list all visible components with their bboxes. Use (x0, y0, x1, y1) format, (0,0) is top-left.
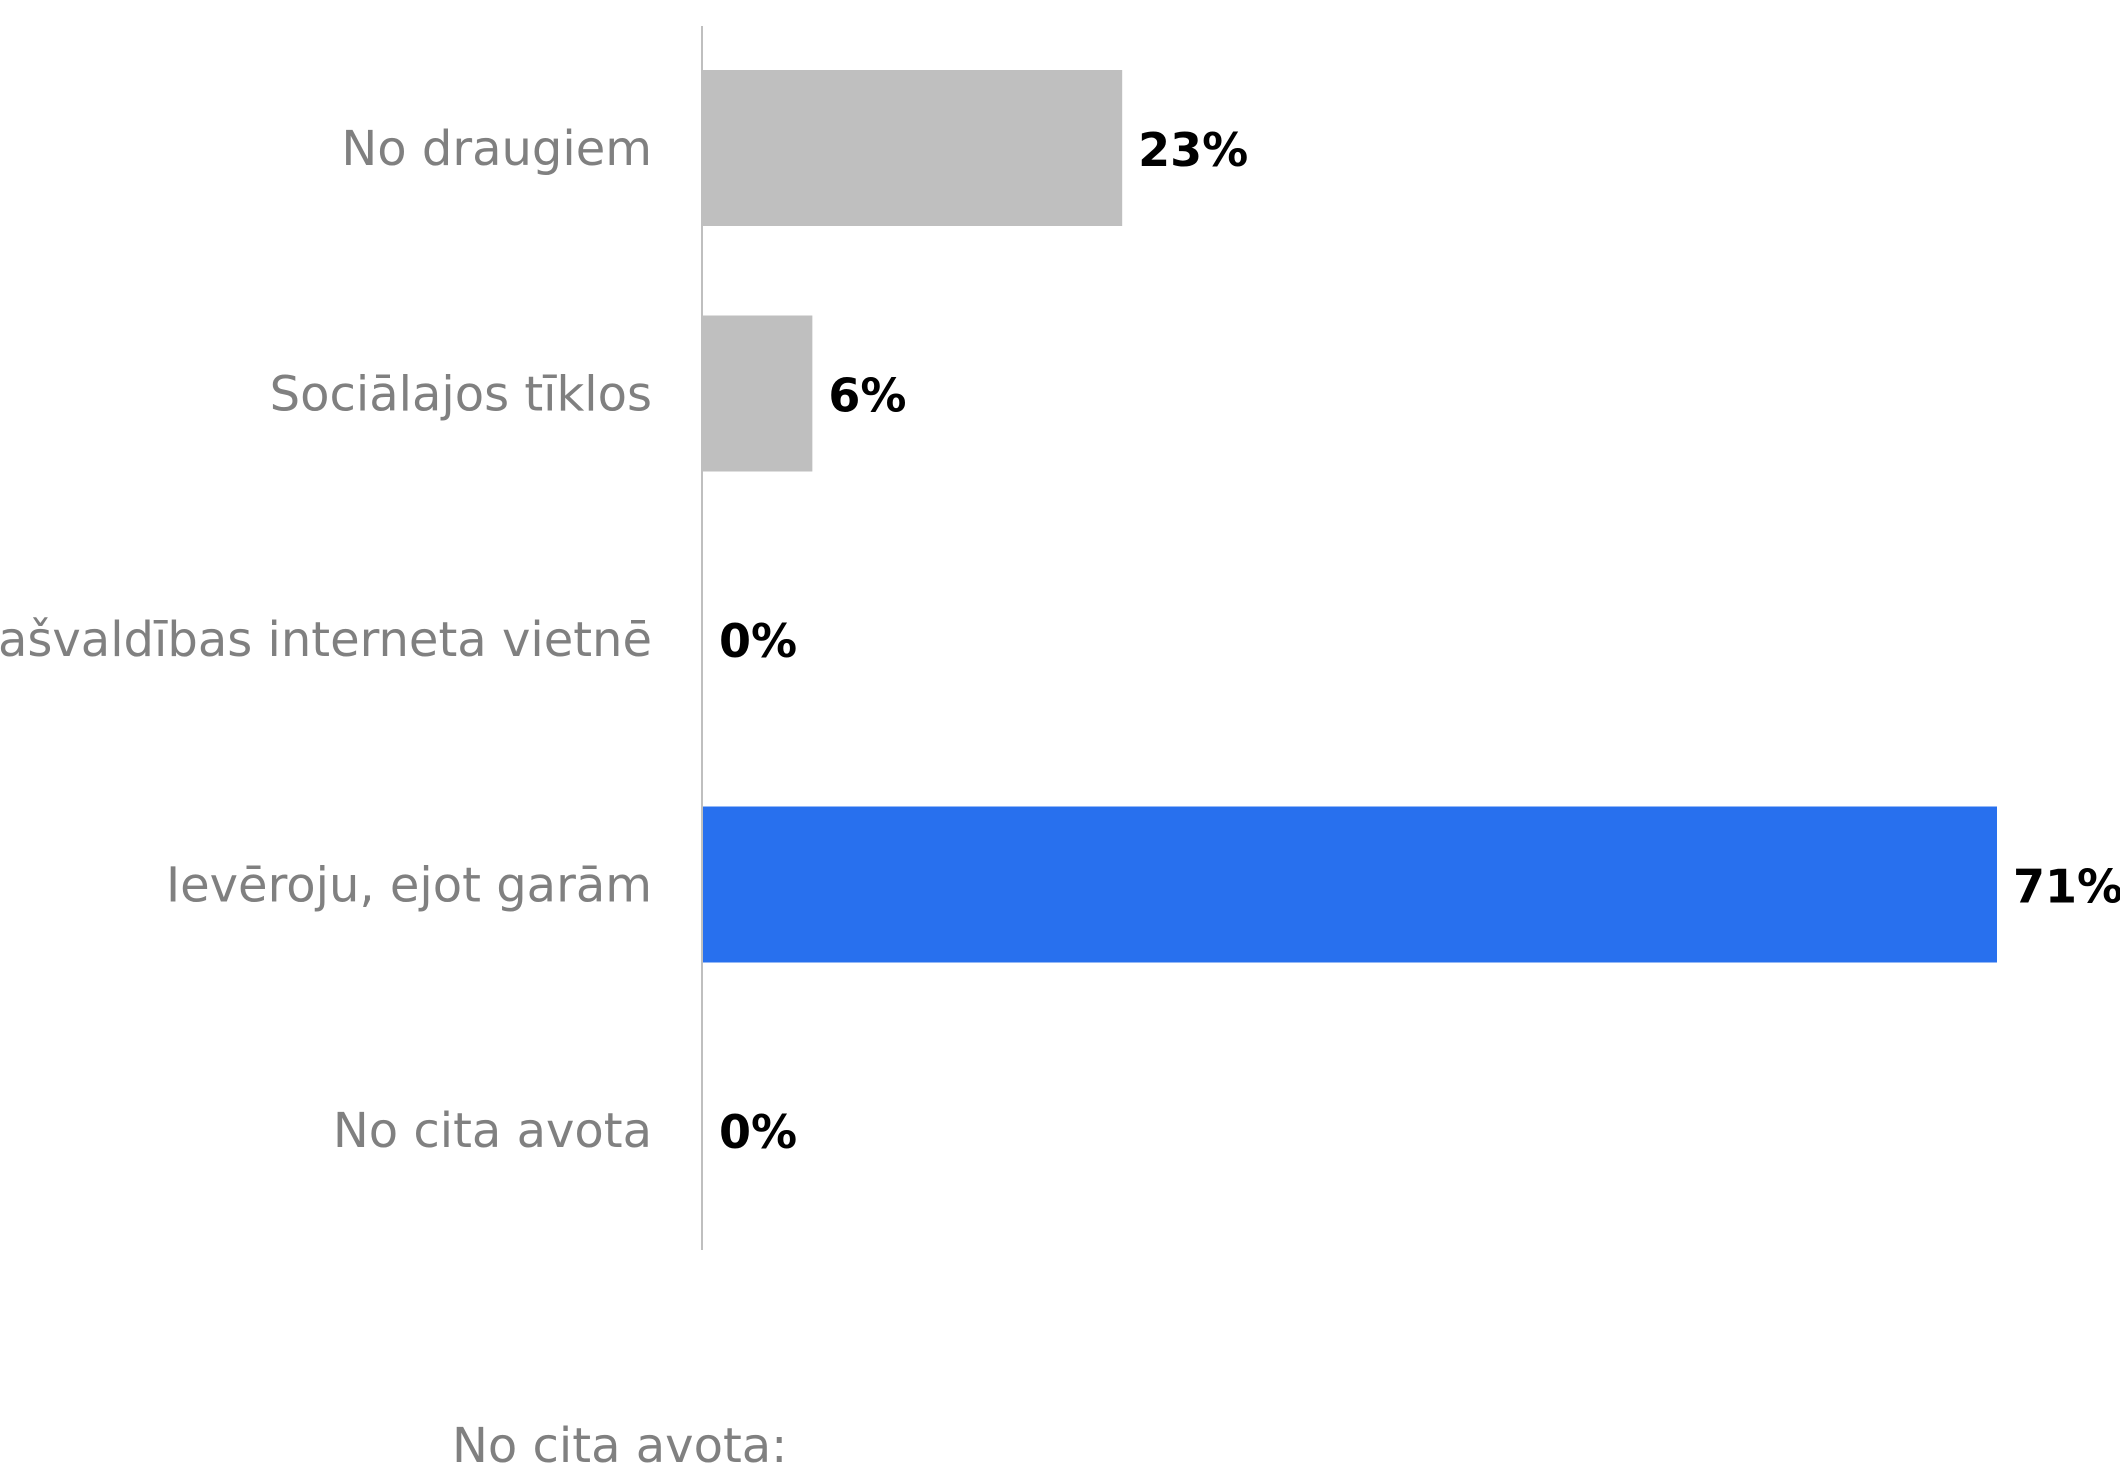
data-label: 71% (2013, 860, 2120, 914)
data-label: 23% (1138, 123, 1248, 177)
category-label: No draugiem (341, 121, 652, 177)
data-label: 0% (719, 614, 797, 668)
bar (703, 806, 1997, 963)
category-label: Sociālajos tīklos (270, 367, 652, 423)
category-label: No cita avota (333, 1103, 652, 1159)
data-label: 0% (719, 1105, 797, 1159)
data-label: 6% (828, 369, 906, 423)
bars-layer: No draugiem 23% Sociālajos tīklos 6% Pašvald… (0, 70, 2120, 1159)
category-label: Ievēroju, ejot garām (166, 858, 652, 914)
bar (703, 315, 813, 472)
bar (703, 70, 1123, 226)
footnote-text: No cita avota: (452, 1418, 788, 1474)
category-label: Pašvaldības interneta vietnē (0, 612, 652, 668)
